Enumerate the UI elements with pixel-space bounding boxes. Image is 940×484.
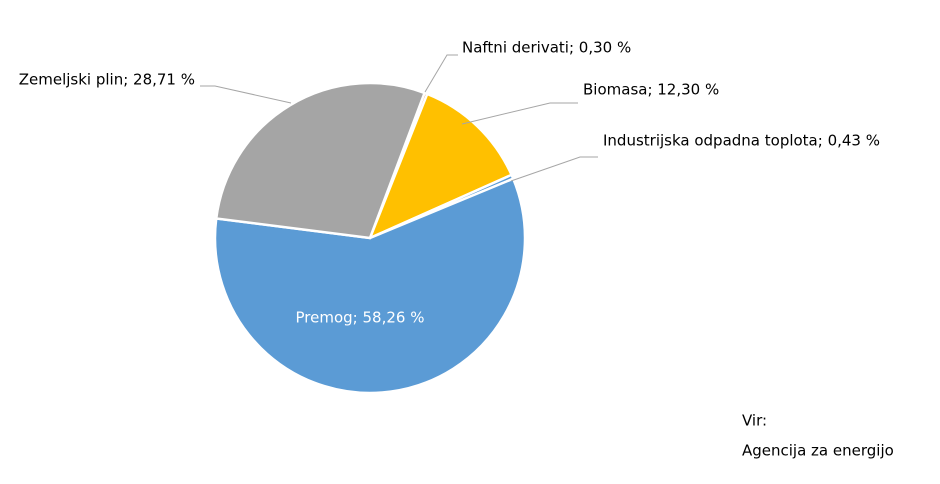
source-name: Agencija za energijo xyxy=(742,442,894,460)
leader-line xyxy=(510,156,598,182)
data-label: Naftni derivati; 0,30 % xyxy=(462,39,631,57)
data-label: Industrijska odpadna toplota; 0,43 % xyxy=(603,132,880,150)
leader-line xyxy=(461,102,578,125)
pie-slice xyxy=(367,92,514,241)
leader-line xyxy=(424,54,458,93)
leader-line xyxy=(200,85,292,104)
source-label: Vir: xyxy=(742,412,767,430)
data-label: Premog; 58,26 % xyxy=(296,309,425,327)
pie-slice xyxy=(213,177,527,395)
pie-slice xyxy=(214,81,427,240)
data-label: Biomasa; 12,30 % xyxy=(583,81,719,99)
data-label: Zemeljski plin; 28,71 % xyxy=(19,71,195,89)
